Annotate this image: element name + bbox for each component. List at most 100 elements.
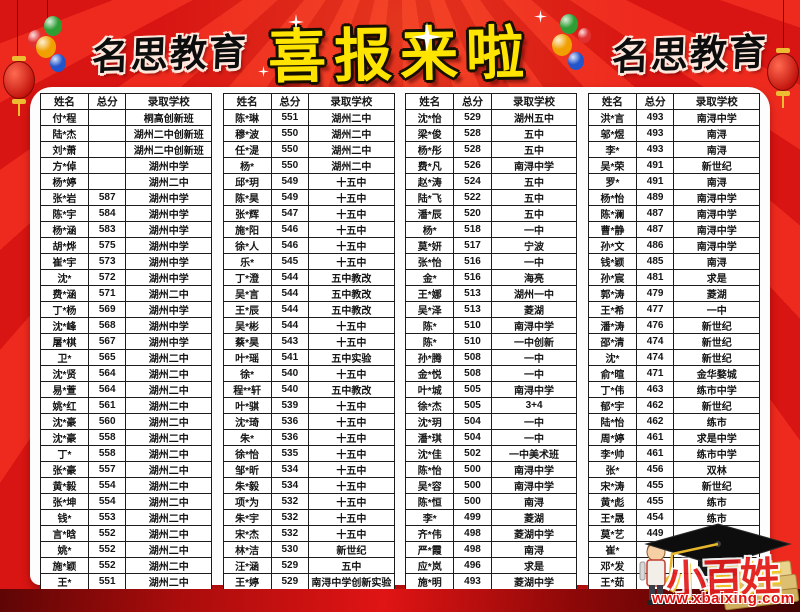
student-name: 丁*伟 xyxy=(587,381,637,398)
admitted-school: 南浔中学 xyxy=(673,221,760,238)
admitted-school: 湖州二中 xyxy=(125,381,212,398)
admitted-school: 南浔 xyxy=(490,493,578,511)
student-name: 徐* xyxy=(222,365,272,382)
student-name: 宋*涛 xyxy=(587,477,637,494)
admitted-school: 湖州一中 xyxy=(490,285,578,303)
admitted-school: 求是中学 xyxy=(673,429,760,446)
admitted-school: 南浔中学 xyxy=(673,189,760,206)
student-name: 朱* xyxy=(222,429,272,446)
table-row: 施*明 493 菱湖中学 xyxy=(405,573,578,591)
student-score: 532 xyxy=(270,509,310,526)
student-score: 461 xyxy=(635,429,675,446)
student-name: 罗* xyxy=(587,173,637,190)
admitted-school: 湖州二中 xyxy=(125,541,212,558)
student-score: 485 xyxy=(635,253,675,270)
admitted-school: 南浔中学 xyxy=(490,477,578,495)
admitted-school: 南浔中学 xyxy=(490,461,578,479)
table-row: 曹*静 487 南浔中学 xyxy=(587,221,760,238)
student-name: 王* xyxy=(40,573,89,590)
student-name: 穆*波 xyxy=(222,125,272,142)
student-name: 齐*伟 xyxy=(405,525,455,543)
table-row: 陈*琳 551 湖州二中 xyxy=(222,109,395,126)
lantern-string xyxy=(783,0,784,50)
table-row: 孙*腾 508 一中 xyxy=(405,349,578,367)
student-name: 陈*昊 xyxy=(222,189,272,206)
admitted-school: 一中 xyxy=(490,349,578,367)
table-row: 李* 499 菱湖 xyxy=(405,509,578,527)
admitted-school: 湖州二中 xyxy=(125,173,212,190)
student-score: 489 xyxy=(635,189,675,206)
student-name: 周*婷 xyxy=(587,429,637,446)
student-score: 549 xyxy=(270,173,310,190)
table-row: 方*倬 湖州中学 xyxy=(40,157,212,174)
admitted-school: 南浔中学 xyxy=(490,157,578,175)
student-score: 540 xyxy=(270,365,310,382)
admitted-school: 南浔中学创新实验 xyxy=(308,573,395,590)
student-score: 534 xyxy=(270,461,310,478)
student-name: 张*怡 xyxy=(405,253,455,271)
lantern-string xyxy=(17,0,18,58)
student-score xyxy=(87,157,127,174)
student-score: 461 xyxy=(635,445,675,462)
student-name: 沈* xyxy=(587,349,637,366)
student-name: 蔡*昊 xyxy=(222,333,272,350)
admitted-school: 十五中 xyxy=(308,221,395,238)
student-score: 522 xyxy=(453,189,492,207)
student-score: 561 xyxy=(87,397,127,414)
student-score: 564 xyxy=(87,365,127,382)
sparkle-icon xyxy=(534,10,547,23)
table-row: 姚* 552 湖州二中 xyxy=(40,541,212,558)
admitted-school: 一中 xyxy=(490,253,578,271)
student-name: 沈*峰 xyxy=(40,317,89,334)
table-row: 林*洁 530 新世纪 xyxy=(222,541,395,558)
student-score: 493 xyxy=(453,573,492,591)
table-row: 沈*怡 529 湖州五中 xyxy=(405,109,578,127)
student-name: 沈*玥 xyxy=(405,413,455,431)
table-row: 卫* 565 湖州二中 xyxy=(40,349,212,366)
admitted-school: 湖州中学 xyxy=(125,269,212,286)
student-score: 546 xyxy=(270,221,310,238)
table-header-row: 姓名 总分 录取学校 xyxy=(587,93,760,110)
balloon-icon xyxy=(44,16,62,36)
table-row: 张*坤 554 湖州二中 xyxy=(40,493,212,510)
admitted-school: 练市 xyxy=(673,413,760,430)
student-score: 535 xyxy=(270,445,310,462)
table-row: 吴*彬 544 十五中 xyxy=(222,317,395,334)
student-name: 项*为 xyxy=(222,493,272,510)
bottom-ribbon xyxy=(0,589,800,612)
table-row: 项*为 532 十五中 xyxy=(222,493,395,510)
student-score: 558 xyxy=(87,429,127,446)
admitted-school: 菱湖 xyxy=(673,285,760,302)
table-row: 梁*俊 528 五中 xyxy=(405,125,578,143)
admitted-school: 五中教改 xyxy=(308,285,395,302)
student-name: 朱*宇 xyxy=(222,509,272,526)
student-score: 471 xyxy=(635,365,675,382)
student-score: 568 xyxy=(87,317,127,334)
student-name: 林*洁 xyxy=(222,541,272,558)
student-name: 陆*杰 xyxy=(40,125,89,142)
results-panel: 姓名 总分 录取学校 付*程 桐高创新班 陆*杰 湖州二中创新班 刘*萧 湖州二中创新班 方*倬湖… xyxy=(30,87,770,606)
student-name: 严*霞 xyxy=(405,541,455,559)
admitted-school: 十五中 xyxy=(308,429,395,446)
col-header-name: 姓名 xyxy=(40,93,89,110)
student-score: 539 xyxy=(270,397,310,414)
admitted-school: 湖州二中 xyxy=(308,109,395,126)
table-row: 言*晗 552 湖州二中 xyxy=(40,525,212,542)
table-row: 张*岩 587 湖州中学 xyxy=(40,189,212,206)
student-score: 550 xyxy=(270,157,310,174)
student-name: 王*希 xyxy=(587,301,637,318)
balloon-icon xyxy=(36,36,56,58)
admitted-school: 南浔 xyxy=(673,125,760,142)
table-row: 张*豪 557 湖州二中 xyxy=(40,461,212,478)
admitted-school: 新世纪 xyxy=(673,477,760,494)
admitted-school: 十五中 xyxy=(308,509,395,526)
student-name: 徐*杰 xyxy=(405,397,455,415)
student-name: 乐* xyxy=(222,253,272,270)
admitted-school: 练市中学 xyxy=(673,381,760,398)
student-name: 施*明 xyxy=(405,573,455,591)
admitted-school: 湖州二中 xyxy=(125,365,212,382)
table-row: 易*萱 564 湖州二中 xyxy=(40,381,212,398)
admitted-school: 新世纪 xyxy=(308,541,395,558)
table-row: 邱*玥 549 十五中 xyxy=(222,173,395,190)
